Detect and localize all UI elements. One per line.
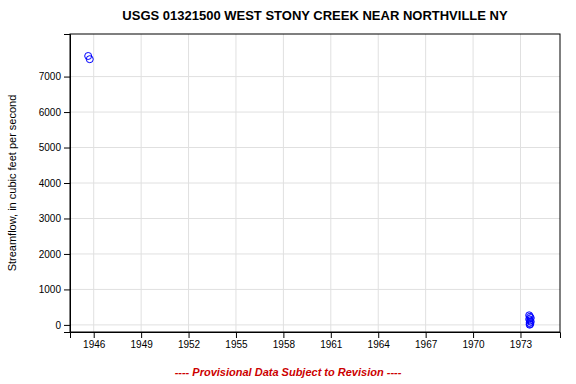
y-tick-label: 5000 (39, 142, 62, 153)
y-tick-label: 6000 (39, 107, 62, 118)
y-tick: 5000 (39, 142, 70, 153)
x-tick-mark (426, 332, 427, 338)
title: USGS 01321500 WEST STONY CREEK NEAR NORT… (122, 8, 508, 23)
y-tick-mark (64, 325, 70, 326)
grid-line-y (70, 289, 560, 290)
point (86, 56, 93, 63)
x-tick-mark (236, 332, 237, 338)
y-tick-mark (64, 77, 70, 78)
x-tick-mark (331, 332, 332, 338)
x-tick-mark (189, 332, 190, 338)
y-axis-line (64, 35, 71, 333)
x-tick: 1964 (368, 332, 391, 350)
x-tick-label: 1946 (83, 339, 106, 350)
x-tick: 1970 (462, 332, 485, 350)
grid-line-y (70, 76, 560, 77)
point (527, 321, 534, 328)
y-tick: 7000 (39, 71, 70, 82)
y-tick: 4000 (39, 178, 70, 189)
y-tick: 2000 (39, 249, 70, 260)
x-tick: 1955 (225, 332, 248, 350)
x-tick-mark (141, 332, 142, 338)
y-tick-mark (64, 112, 70, 113)
x-axis-line (71, 333, 561, 339)
x-tick-mark (283, 332, 284, 338)
x-tick-label: 1964 (368, 339, 391, 350)
x-axis: 1946 1949 1952 1955 1958 1961 1964 1967 1970 1973 (71, 332, 561, 350)
y-tick: 6000 (39, 107, 70, 118)
y-tick-mark (64, 183, 70, 184)
point (526, 321, 533, 328)
y-tick: 0 (55, 320, 70, 331)
y-tick-label: 4000 (39, 178, 62, 189)
points (85, 52, 535, 328)
x-tick: 1949 (131, 332, 154, 350)
plot-frame (70, 34, 560, 332)
x-tick: 1946 (83, 332, 106, 350)
y-axis: 0 1000 2000 3000 4000 5000 6000 7000 (39, 35, 71, 333)
x-tick-label: 1961 (320, 339, 343, 350)
y-tick-label: 2000 (39, 249, 62, 260)
y-tick-mark (64, 289, 70, 290)
y-tick: 1000 (39, 284, 70, 295)
x-tick-label: 1958 (273, 339, 296, 350)
x-tick-label: 1973 (510, 339, 533, 350)
grid-line-y (70, 324, 560, 325)
y-tick-mark (64, 254, 70, 255)
x-tick-mark (520, 332, 521, 338)
grid-line-y (70, 253, 560, 254)
x-tick-mark (473, 332, 474, 338)
chart-svg: 1946 1949 1952 1955 1958 1961 1964 1967 1970 1973… (0, 0, 576, 384)
x-tick: 1967 (415, 332, 438, 350)
x-tick: 1958 (273, 332, 296, 350)
grid (70, 34, 560, 332)
x-tick: 1961 (320, 332, 343, 350)
grid-line-y (70, 112, 560, 113)
x-tick: 1952 (178, 332, 201, 350)
plot-area: 1946 1949 1952 1955 1958 1961 1964 1967 1970 1973… (39, 34, 561, 350)
y-tick: 3000 (39, 213, 70, 224)
y-tick-label: 3000 (39, 213, 62, 224)
y-tick-label: 1000 (39, 284, 62, 295)
x-tick-label: 1955 (225, 339, 248, 350)
grid-line-y (70, 183, 560, 184)
x-tick-label: 1967 (415, 339, 438, 350)
grid-line-y (70, 218, 560, 219)
x-tick-label: 1949 (131, 339, 154, 350)
x-tick-label: 1970 (462, 339, 485, 350)
x-tick-mark (378, 332, 379, 338)
x-tick-mark (94, 332, 95, 338)
y-tick-label: 0 (55, 320, 61, 331)
footnote: ---- Provisional Data Subject to Revisio… (175, 366, 402, 378)
y-tick-mark (64, 218, 70, 219)
x-tick-label: 1952 (178, 339, 201, 350)
x-tick: 1973 (510, 332, 533, 350)
y-axis-label: Streamflow, in cubic feet per second (6, 95, 18, 272)
y-tick-mark (64, 148, 70, 149)
y-tick-label: 7000 (39, 71, 62, 82)
grid-line-y (70, 147, 560, 148)
